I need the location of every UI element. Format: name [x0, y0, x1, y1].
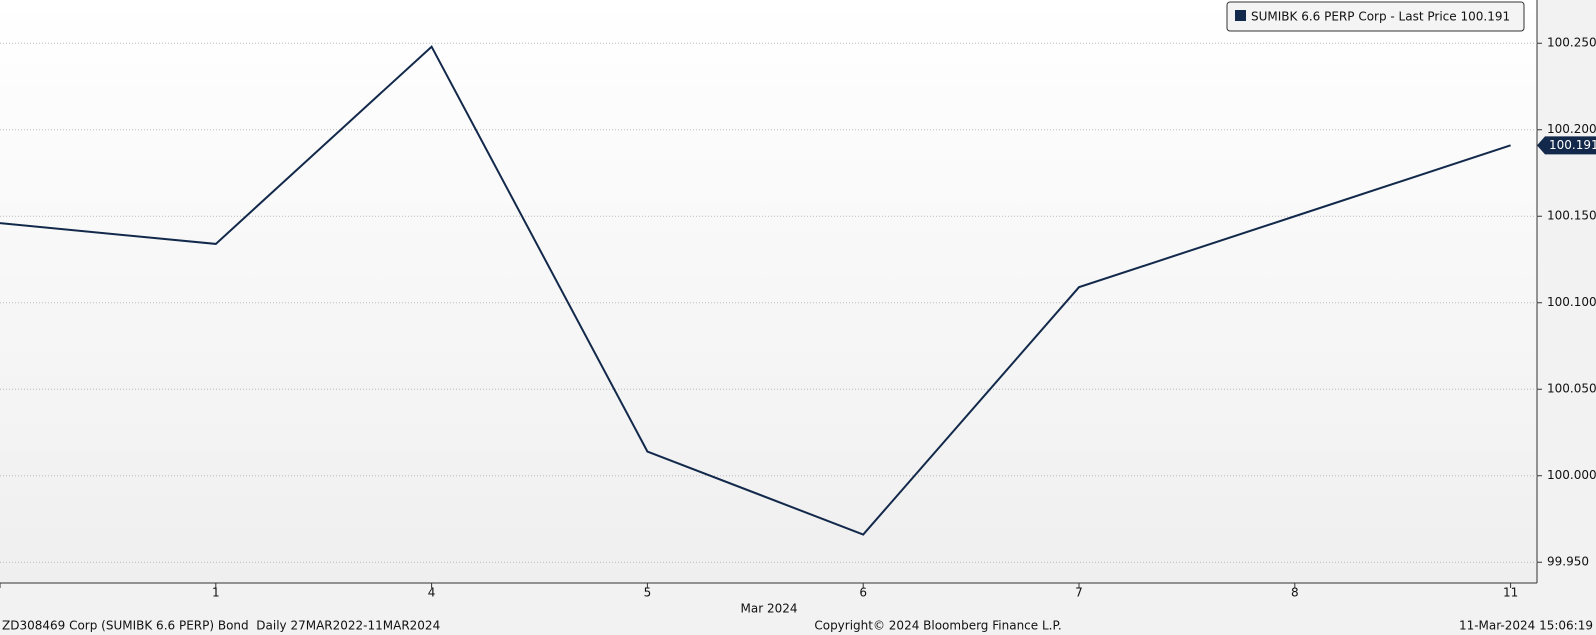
plot-area — [0, 0, 1537, 583]
x-tick-label: 8 — [1291, 586, 1299, 600]
footer-left: ZD308469 Corp (SUMIBK 6.6 PERP) Bond Dai… — [2, 619, 440, 633]
x-tick-label: 6 — [859, 586, 867, 600]
y-tick-label: 100.050 — [1547, 382, 1596, 396]
y-tick-label: 100.250 — [1547, 36, 1596, 50]
legend-last-value: 100.191 — [1460, 9, 1510, 23]
y-tick-label: 100.200 — [1547, 122, 1596, 136]
x-tick-label: 11 — [1503, 586, 1518, 600]
x-tick-label: 5 — [644, 586, 652, 600]
x-tick-label: 1 — [212, 586, 220, 600]
y-tick-label: 99.950 — [1547, 555, 1589, 569]
legend-name: SUMIBK 6.6 PERP Corp - Last Price — [1251, 9, 1457, 23]
legend-box — [1226, 1, 1525, 32]
x-tick-label: 7 — [1075, 586, 1083, 600]
price-line — [0, 45, 1511, 536]
footer-center: Copyright© 2024 Bloomberg Finance L.P. — [814, 619, 1061, 633]
legend: SUMIBK 6.6 PERP Corp - Last Price 100.19… — [1226, 1, 1525, 32]
legend-label: SUMIBK 6.6 PERP Corp - Last Price 100.19… — [1251, 9, 1510, 23]
last-price-label: 100.191 — [1549, 138, 1596, 152]
footer-right: 11-Mar-2024 15:06:19 — [1459, 619, 1593, 633]
legend-swatch — [1235, 10, 1246, 21]
y-tick-label: 100.000 — [1547, 468, 1596, 482]
x-tick-label: 4 — [428, 586, 436, 600]
y-tick-label: 100.100 — [1547, 295, 1596, 309]
last-price-tag — [1537, 136, 1596, 155]
x-axis-label: Mar 2024 — [741, 602, 798, 616]
y-tick-label: 100.150 — [1547, 209, 1596, 223]
